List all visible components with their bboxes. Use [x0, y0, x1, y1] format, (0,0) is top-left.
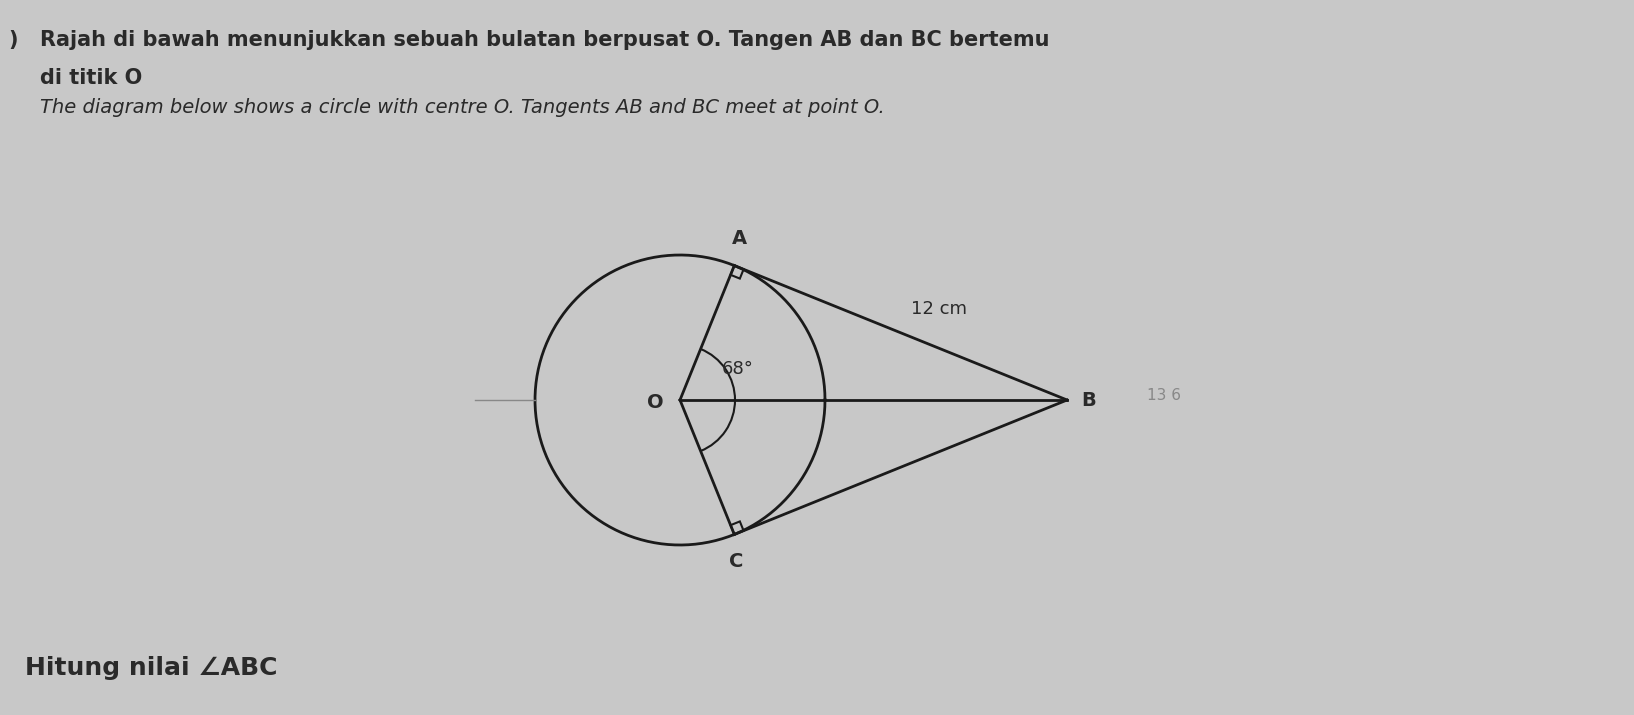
Text: A: A	[732, 229, 747, 247]
Text: B: B	[1082, 390, 1096, 410]
Text: ): )	[8, 30, 18, 50]
Text: 13 6: 13 6	[1147, 388, 1181, 403]
Text: di titik O: di titik O	[39, 68, 142, 88]
Text: O: O	[647, 393, 663, 412]
Text: The diagram below shows a circle with centre O. Tangents AB and BC meet at point: The diagram below shows a circle with ce…	[39, 98, 884, 117]
Text: Hitung nilai ∠ABC: Hitung nilai ∠ABC	[25, 656, 278, 680]
Text: 12 cm: 12 cm	[910, 300, 967, 317]
Text: C: C	[729, 553, 743, 571]
Text: Rajah di bawah menunjukkan sebuah bulatan berpusat O. Tangen AB dan BC bertemu: Rajah di bawah menunjukkan sebuah bulata…	[39, 30, 1049, 50]
Text: 68°: 68°	[722, 360, 753, 378]
